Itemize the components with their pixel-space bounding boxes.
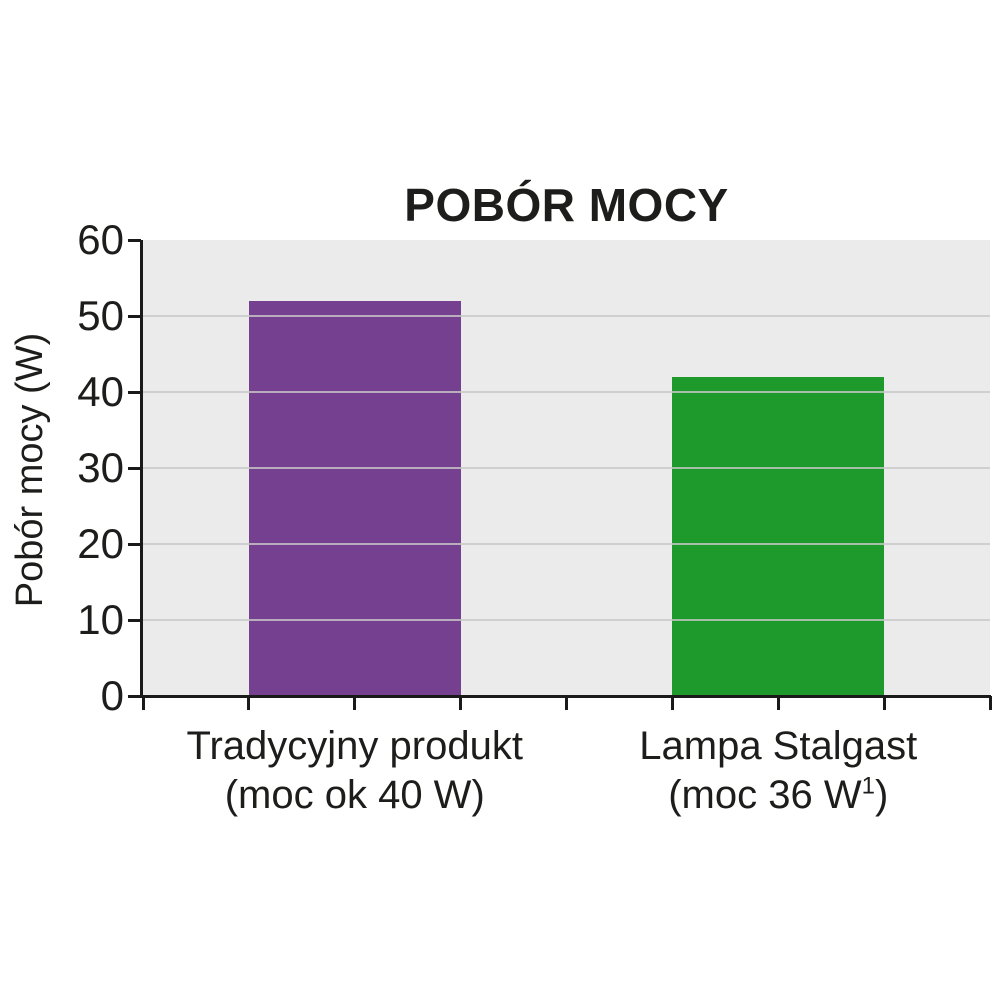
x-tick-3 xyxy=(459,696,463,710)
plot-area xyxy=(143,240,990,696)
footnote-superscript: 1 xyxy=(861,772,875,800)
y-tick-60 xyxy=(128,238,141,242)
gridline-50 xyxy=(143,315,990,317)
bar-lampa-stalgast xyxy=(672,376,885,696)
x-tick-5 xyxy=(670,696,674,710)
x-tick-6 xyxy=(776,696,780,710)
gridline-10 xyxy=(143,619,990,621)
chart-title: POBÓR MOCY xyxy=(404,179,729,231)
y-tick-30 xyxy=(128,466,141,470)
x-category-label-line: Lampa Stalgast xyxy=(639,724,918,768)
x-tick-1 xyxy=(247,696,251,710)
x-tick-2 xyxy=(353,696,357,710)
x-tick-4 xyxy=(565,696,568,710)
x-tick-0 xyxy=(141,696,145,710)
x-tick-7 xyxy=(882,696,886,710)
x-category-label-line: (moc ok 40 W) xyxy=(224,773,485,817)
y-tick-label-60: 60 xyxy=(77,216,124,263)
y-tick-label-30: 30 xyxy=(77,444,124,491)
y-tick-label-10: 10 xyxy=(77,596,124,643)
y-tick-0 xyxy=(128,694,141,698)
y-tick-label-40: 40 xyxy=(77,368,124,415)
y-tick-20 xyxy=(128,542,141,546)
bar-traditional-product xyxy=(248,300,461,696)
x-category-label-line: (moc 36 W1) xyxy=(668,772,889,817)
y-tick-50 xyxy=(128,314,141,318)
y-tick-label-0: 0 xyxy=(100,672,124,719)
gridline-30 xyxy=(143,467,990,469)
y-tick-label-20: 20 xyxy=(77,520,124,567)
y-tick-40 xyxy=(128,390,141,394)
y-tick-label-50: 50 xyxy=(77,292,124,339)
x-category-label-line: Tradycyjny produkt xyxy=(186,724,523,768)
y-tick-10 xyxy=(128,618,141,622)
x-tick-8 xyxy=(988,696,992,710)
x-category-label-traditional-product: Tradycyjny produkt (moc ok 40 W) xyxy=(143,722,567,820)
y-axis-line xyxy=(140,240,143,698)
gridline-20 xyxy=(143,543,990,545)
x-category-label-lampa-stalgast: Lampa Stalgast (moc 36 W1) xyxy=(567,722,991,820)
gridline-40 xyxy=(143,391,990,393)
